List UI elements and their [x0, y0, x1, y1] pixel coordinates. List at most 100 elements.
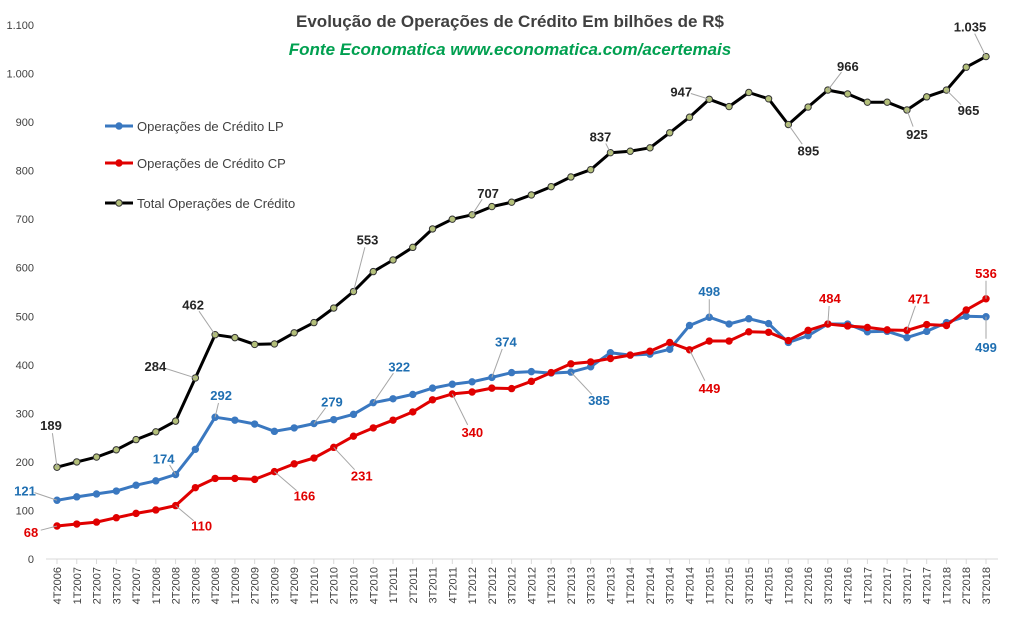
data-point: [389, 256, 397, 264]
data-point: [73, 458, 81, 466]
data-label: 374: [495, 334, 517, 349]
x-tick-label: 2T2009: [250, 567, 262, 604]
series-layer: [53, 52, 990, 530]
x-tick-label: 1T2008: [151, 567, 163, 604]
data-point: [310, 454, 318, 462]
y-tick-label: 400: [16, 360, 34, 372]
x-tick-label: 1T2009: [230, 567, 242, 604]
data-label: 121: [14, 483, 36, 498]
leader-line: [974, 33, 987, 57]
legend-label: Operações de Crédito LP: [137, 119, 284, 134]
data-point: [705, 95, 713, 103]
data-point: [112, 514, 120, 522]
data-point: [883, 98, 891, 106]
data-point: [527, 367, 536, 376]
x-tick-label: 4T2016: [843, 567, 855, 604]
data-point: [330, 304, 338, 312]
data-point: [507, 198, 516, 206]
data-point: [448, 215, 457, 223]
x-tick-label: 2T2011: [408, 567, 420, 604]
data-point: [567, 360, 575, 368]
x-tick-label: 3T2011: [428, 567, 440, 604]
x-tick-label: 2T2010: [329, 567, 341, 604]
data-point: [468, 388, 476, 396]
x-tick-label: 3T2016: [823, 567, 835, 604]
data-point: [389, 395, 397, 403]
leader-line: [787, 124, 803, 145]
y-tick-label: 100: [16, 505, 34, 517]
data-point: [764, 95, 773, 103]
data-point: [567, 173, 575, 181]
x-tick-label: 2T2017: [882, 567, 894, 604]
data-point: [132, 481, 140, 489]
data-point: [448, 390, 457, 398]
leader-line: [906, 109, 914, 127]
data-point: [112, 446, 120, 454]
data-point: [705, 337, 713, 345]
leader-line: [690, 92, 710, 100]
data-point: [171, 417, 180, 425]
legend-marker: [115, 159, 123, 167]
y-tick-label: 600: [16, 263, 34, 275]
data-point: [112, 487, 120, 495]
data-point: [547, 368, 555, 377]
x-tick-label: 1T2014: [625, 567, 637, 604]
leader-line: [313, 407, 327, 424]
data-label: 536: [975, 266, 997, 281]
leader-line: [605, 143, 611, 153]
x-tick-label: 4T2014: [685, 567, 697, 604]
data-label: 965: [958, 103, 980, 118]
y-tick-label: 500: [16, 311, 34, 323]
data-label: 189: [40, 418, 62, 433]
data-point: [250, 475, 259, 484]
x-tick-label: 2T2016: [803, 567, 815, 604]
legend: Operações de Crédito LP Operações de Créd…: [105, 119, 295, 211]
x-tick-label: 1T2013: [546, 567, 558, 604]
x-tick-label: 3T2015: [744, 567, 756, 604]
leader-line: [40, 525, 58, 531]
leader-line: [198, 310, 216, 336]
leader-line: [333, 447, 356, 471]
data-point: [231, 333, 239, 342]
data-label: 498: [698, 284, 720, 299]
data-point: [290, 329, 298, 337]
data-label: 322: [388, 360, 410, 375]
leader-line: [451, 393, 469, 426]
leader-line: [827, 305, 830, 325]
x-tick-label: 2T2008: [171, 567, 183, 604]
data-label: 471: [908, 291, 930, 306]
data-point: [231, 474, 239, 483]
data-point: [626, 147, 634, 155]
data-point: [211, 474, 219, 483]
data-label: 340: [461, 425, 483, 440]
data-point: [310, 318, 318, 327]
data-point: [290, 460, 298, 468]
leader-line: [827, 71, 842, 91]
data-point: [428, 225, 437, 233]
data-point: [586, 358, 595, 366]
x-tick-label: 1T2007: [72, 567, 84, 604]
data-point: [685, 113, 694, 121]
x-tick-label: 3T2012: [507, 567, 519, 604]
data-point: [646, 347, 654, 355]
data-point: [685, 321, 694, 330]
data-point: [745, 328, 753, 336]
x-tick-label: 4T2008: [210, 567, 222, 604]
data-point: [191, 445, 200, 453]
x-tick-label: 3T2007: [111, 567, 123, 604]
data-point: [745, 315, 753, 323]
data-label: 284: [145, 359, 167, 374]
leader-line: [164, 367, 196, 379]
x-tick-label: 4T2015: [764, 567, 776, 604]
data-point: [330, 415, 338, 424]
x-tick-label: 4T2017: [922, 567, 934, 604]
data-point: [389, 416, 397, 424]
x-tick-label: 4T2009: [289, 567, 301, 604]
chart-subtitle: Fonte Economatica www.economatica.com/ac…: [289, 40, 731, 59]
data-point: [191, 483, 200, 492]
data-label: 895: [797, 144, 819, 159]
data-point: [804, 326, 812, 335]
data-point: [349, 432, 358, 440]
series-2: [53, 295, 990, 530]
data-point: [152, 506, 160, 514]
